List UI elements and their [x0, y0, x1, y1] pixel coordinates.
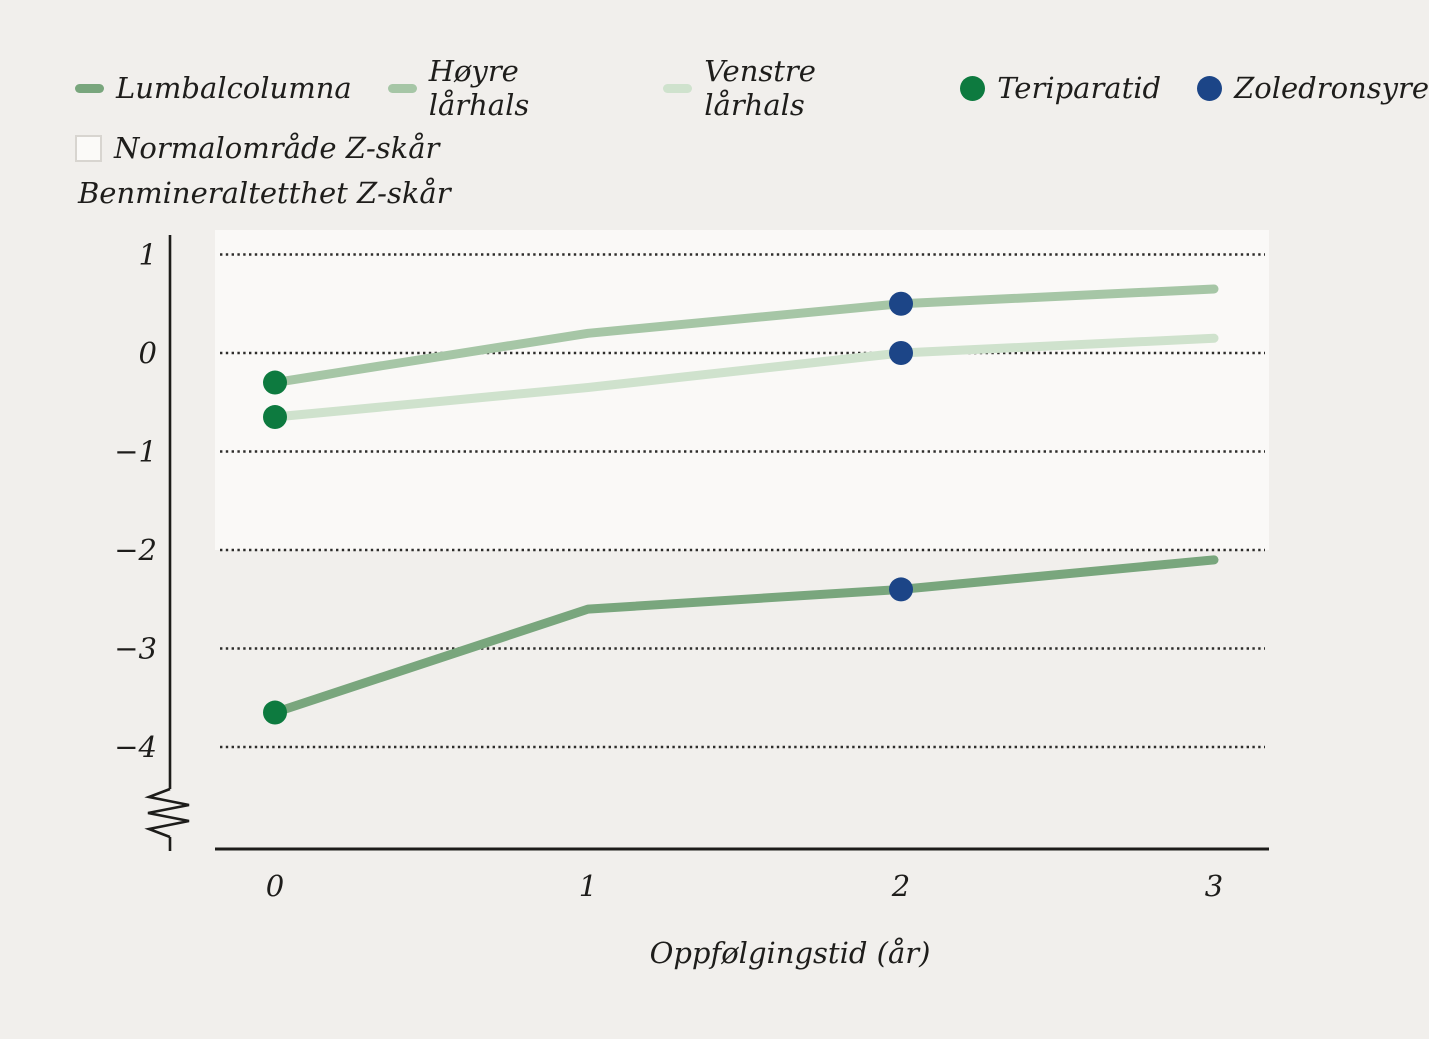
legend-label: Zoledronsyre — [1234, 71, 1429, 105]
legend-label: Normalområde Z-skår — [114, 131, 440, 165]
legend-item-zoledronsyre: Zoledronsyre — [1197, 71, 1429, 105]
legend-item-hoyre-larhals: Høyre lårhals — [387, 54, 628, 122]
x-tick-label: 3 — [1205, 869, 1223, 903]
legend-item-lumbalcolumna: Lumbalcolumna — [75, 71, 352, 105]
marker-teriparatid — [263, 700, 287, 725]
legend-row-1: Lumbalcolumna Høyre lårhals Venstre lårh… — [75, 54, 1429, 122]
y-tick-label: −2 — [114, 533, 157, 567]
legend-label: Høyre lårhals — [428, 54, 530, 122]
normal-range-band — [215, 230, 1269, 550]
dot-swatch-icon — [960, 75, 986, 101]
x-tick-label: 0 — [266, 869, 284, 903]
y-tick-label: 0 — [139, 336, 157, 370]
x-tick-label: 1 — [579, 869, 597, 903]
axis-break-icon — [144, 787, 190, 839]
legend-label: Lumbalcolumna — [116, 71, 352, 105]
line-swatch-icon — [75, 83, 104, 93]
y-axis-title: Benmineraltetthet Z-skår — [78, 176, 451, 210]
y-tick-label: −4 — [114, 730, 157, 764]
legend: Lumbalcolumna Høyre lårhals Venstre lårh… — [75, 54, 1429, 165]
legend-item-normalomrade: Normalområde Z-skår — [75, 131, 439, 165]
marker-zoledronsyre — [889, 291, 913, 316]
dot-swatch-icon — [1197, 75, 1223, 101]
x-tick-label: 2 — [891, 869, 910, 903]
legend-label: Teriparatid — [997, 71, 1162, 105]
marker-zoledronsyre — [889, 577, 913, 602]
series-line-venstre-l-rhals — [270, 333, 1219, 422]
y-tick-label: −1 — [114, 435, 157, 469]
line-swatch-icon — [663, 83, 693, 93]
legend-item-venstre-larhals: Venstre lårhals — [663, 54, 924, 122]
legend-item-teriparatid: Teriparatid — [960, 71, 1161, 105]
marker-teriparatid — [263, 370, 287, 395]
line-swatch-icon — [387, 83, 417, 93]
marker-teriparatid — [263, 405, 287, 430]
series-line-lumbalcolumna — [270, 555, 1219, 718]
band-swatch-icon — [75, 134, 102, 162]
x-axis-title: Oppfølgingstid (år) — [649, 936, 931, 970]
marker-zoledronsyre — [889, 341, 913, 365]
legend-label: Venstre lårhals — [704, 54, 816, 122]
series-line-h-yre-l-rhals — [270, 284, 1219, 388]
y-tick-label: 1 — [139, 238, 157, 272]
y-tick-label: −3 — [114, 632, 157, 666]
legend-row-2: Normalområde Z-skår — [75, 131, 1429, 165]
